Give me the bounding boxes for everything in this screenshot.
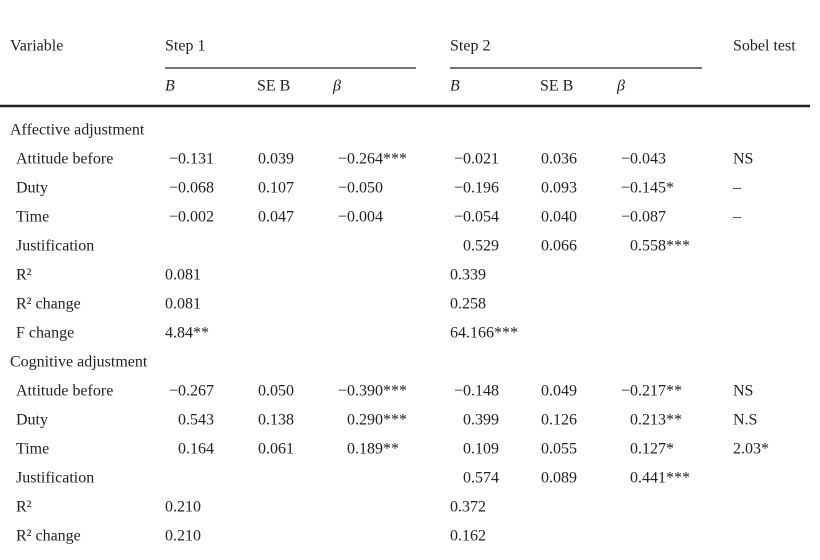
value-cell: −0.043 <box>621 151 666 168</box>
row-label: Duty <box>16 412 48 429</box>
value-cell: 0.189** <box>347 441 399 458</box>
sobel-cell: – <box>732 180 742 197</box>
row-label: R² change <box>16 296 81 313</box>
value-cell: 0.061 <box>258 441 294 458</box>
row-label: Justification <box>16 238 94 255</box>
row-label: Time <box>16 441 49 458</box>
value-cell: 0.529 <box>463 238 499 255</box>
column-header: Step 1 <box>165 38 205 55</box>
value-cell: 0.399 <box>463 412 499 429</box>
value-cell: 0.066 <box>541 238 577 255</box>
stat-cell: 0.339 <box>450 267 486 284</box>
value-cell: 0.558*** <box>630 238 690 255</box>
value-cell: −0.145* <box>621 180 674 197</box>
value-cell: 0.574 <box>463 470 499 487</box>
value-cell: −0.264*** <box>338 151 407 168</box>
value-cell: −0.267 <box>169 383 214 400</box>
row-label: Attitude before <box>16 383 113 400</box>
value-cell: 0.093 <box>541 180 577 197</box>
sobel-cell: NS <box>733 383 753 400</box>
row-label: Duty <box>16 180 48 197</box>
sobel-cell: NS <box>733 151 753 168</box>
column-subheader: β <box>332 78 341 95</box>
value-cell: 0.126 <box>541 412 577 429</box>
value-cell: 0.164 <box>178 441 214 458</box>
row-label: Attitude before <box>16 151 113 168</box>
column-header: Variable <box>10 38 63 55</box>
value-cell: 0.047 <box>258 209 294 226</box>
row-label: R² <box>16 267 32 284</box>
sobel-cell: – <box>732 209 742 226</box>
stat-cell: 0.081 <box>165 296 201 313</box>
value-cell: 0.089 <box>541 470 577 487</box>
stat-cell: 64.166*** <box>450 325 518 342</box>
row-label: R² <box>16 499 32 516</box>
sobel-cell: N.S <box>733 412 757 429</box>
value-cell: −0.390*** <box>338 383 407 400</box>
section-title: Cognitive adjustment <box>10 354 148 371</box>
stat-cell: 0.258 <box>450 296 486 313</box>
section-title: Affective adjustment <box>10 122 145 139</box>
value-cell: 0.127* <box>630 441 674 458</box>
value-cell: −0.021 <box>454 151 499 168</box>
value-cell: 0.055 <box>541 441 577 458</box>
stat-cell: 4.84** <box>165 325 209 342</box>
value-cell: 0.290*** <box>347 412 407 429</box>
value-cell: 0.441*** <box>630 470 690 487</box>
column-subheader: SE B <box>257 78 290 95</box>
value-cell: −0.217** <box>621 383 682 400</box>
value-cell: 0.036 <box>541 151 577 168</box>
row-label: R² change <box>16 528 81 545</box>
row-label: Justification <box>16 470 94 487</box>
value-cell: −0.068 <box>169 180 214 197</box>
value-cell: −0.087 <box>621 209 666 226</box>
column-subheader: B <box>165 78 175 95</box>
value-cell: 0.049 <box>541 383 577 400</box>
value-cell: 0.040 <box>541 209 577 226</box>
row-label: Time <box>16 209 49 226</box>
column-header: Step 2 <box>450 38 490 55</box>
column-header: Sobel test <box>733 38 796 55</box>
value-cell: 0.039 <box>258 151 294 168</box>
value-cell: 0.107 <box>258 180 294 197</box>
value-cell: 0.050 <box>258 383 294 400</box>
value-cell: −0.148 <box>454 383 499 400</box>
value-cell: −0.002 <box>169 209 214 226</box>
stat-cell: 0.372 <box>450 499 486 516</box>
value-cell: −0.054 <box>454 209 499 226</box>
stat-cell: 0.210 <box>165 499 201 516</box>
row-label: F change <box>16 325 74 342</box>
value-cell: −0.004 <box>338 209 383 226</box>
value-cell: 0.213** <box>630 412 682 429</box>
value-cell: 0.138 <box>258 412 294 429</box>
column-subheader: SE B <box>540 78 573 95</box>
value-cell: −0.050 <box>338 180 383 197</box>
value-cell: 0.109 <box>463 441 499 458</box>
value-cell: −0.131 <box>169 151 214 168</box>
value-cell: 0.543 <box>178 412 214 429</box>
column-subheader: B <box>450 78 460 95</box>
value-cell: −0.196 <box>454 180 499 197</box>
column-subheader: β <box>616 78 625 95</box>
stat-cell: 0.210 <box>165 528 201 545</box>
sobel-cell: 2.03* <box>733 441 769 458</box>
stat-cell: 0.162 <box>450 528 486 545</box>
stat-cell: 0.081 <box>165 267 201 284</box>
